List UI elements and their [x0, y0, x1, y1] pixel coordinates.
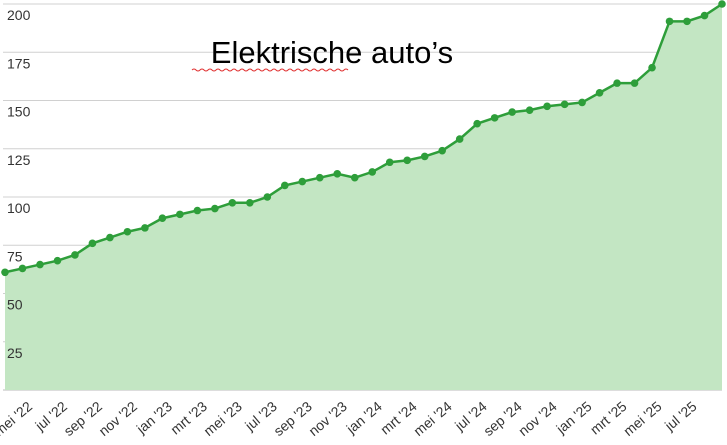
- point: [473, 119, 481, 128]
- y-tick-label: 50: [7, 297, 23, 313]
- x-tick-label: jan '23: [133, 398, 175, 437]
- x-tick-label: sep '23: [270, 398, 315, 439]
- point: [298, 177, 307, 186]
- x-tick-label: nov '22: [95, 398, 140, 439]
- x-tick-label: sep '24: [480, 398, 525, 439]
- point: [560, 100, 569, 109]
- y-tick-label: 150: [7, 104, 31, 120]
- x-tick-label: mei '23: [200, 398, 245, 439]
- x-tick-label: mei '25: [620, 398, 665, 439]
- point: [123, 227, 132, 236]
- spell-underline: [191, 68, 349, 72]
- point: [665, 17, 674, 26]
- chart-title: Elektrische auto’s: [211, 35, 453, 70]
- point: [176, 210, 184, 219]
- point: [18, 264, 27, 273]
- y-tick-label: 25: [7, 345, 23, 361]
- x-tick-label: sep '22: [61, 398, 106, 439]
- point: [630, 79, 639, 87]
- x-tick-label: nov '24: [515, 398, 560, 439]
- point: [141, 224, 149, 232]
- y-tick-label: 100: [7, 200, 31, 216]
- point: [438, 146, 446, 155]
- point: [263, 193, 272, 201]
- x-tick-label: mei '22: [0, 398, 35, 439]
- point: [718, 0, 726, 8]
- point: [36, 260, 44, 269]
- point: [578, 98, 586, 107]
- point: [490, 114, 499, 122]
- x-tick-label: jul '25: [661, 398, 700, 434]
- point: [455, 135, 464, 143]
- point: [508, 108, 516, 116]
- point: [281, 181, 289, 190]
- y-tick-label: 75: [7, 248, 23, 264]
- point: [158, 214, 167, 223]
- point: [403, 156, 412, 165]
- point: [53, 256, 62, 265]
- point: [613, 79, 621, 87]
- point: [683, 17, 691, 26]
- x-tick-label: jan '24: [343, 398, 385, 437]
- point: [525, 106, 534, 114]
- point: [700, 11, 709, 20]
- point: [350, 173, 359, 182]
- point: [595, 88, 604, 97]
- point: [88, 239, 97, 248]
- point: [648, 63, 656, 72]
- point: [193, 206, 202, 215]
- point: [1, 268, 9, 277]
- y-tick-label: 125: [7, 152, 31, 168]
- point: [246, 198, 254, 207]
- x-tick-label: mei '24: [410, 398, 455, 439]
- y-tick-label: 175: [7, 55, 31, 71]
- point: [333, 170, 342, 178]
- point: [368, 168, 377, 176]
- x-tick-label: jan '25: [552, 398, 594, 437]
- point: [228, 198, 237, 207]
- point: [385, 158, 394, 167]
- y-tick-label: 200: [7, 7, 31, 23]
- point: [211, 204, 219, 213]
- point: [315, 173, 324, 182]
- point: [543, 102, 551, 111]
- point: [106, 233, 114, 242]
- point: [420, 152, 429, 161]
- point: [71, 251, 79, 259]
- x-tick-label: nov '23: [305, 398, 350, 439]
- area-fill: [5, 4, 722, 390]
